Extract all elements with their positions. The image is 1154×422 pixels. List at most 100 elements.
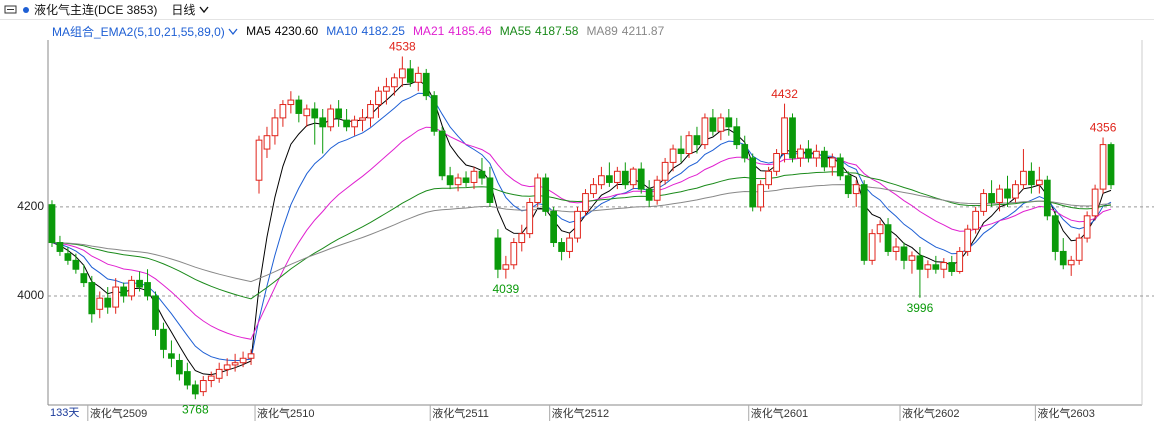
legend-value: 4211.87	[621, 24, 665, 38]
candle-body	[1028, 170, 1035, 186]
candle-body	[558, 242, 565, 252]
candle-body	[48, 204, 56, 244]
candle-body	[773, 153, 780, 172]
x-tick-label: 液化气2601	[751, 406, 808, 420]
candle-body	[860, 184, 868, 261]
candle-body	[884, 224, 892, 252]
candle-body	[1020, 170, 1027, 186]
candle-body	[168, 353, 175, 359]
candles	[48, 56, 1115, 400]
candle-body	[876, 224, 884, 235]
x-tick-label: 液化气2603	[1037, 406, 1094, 420]
candle-body	[96, 297, 104, 310]
candle-body	[422, 72, 430, 97]
candle-body	[661, 161, 669, 181]
candle-body	[757, 184, 765, 208]
candle-body	[438, 130, 446, 177]
low-label: 3996	[907, 301, 934, 315]
candle-body	[104, 297, 112, 308]
candle-body	[932, 264, 940, 270]
candle-body	[239, 357, 247, 364]
legend-name: MA21	[412, 24, 445, 38]
legend-entry: MA10 4182.25	[326, 24, 405, 38]
indicator-text: MA组合_EMA2(5,10,21,55,89,0)	[52, 24, 225, 39]
candle-body	[223, 364, 231, 370]
candle-body	[709, 117, 717, 132]
candle-body	[494, 237, 502, 270]
candle-body	[1035, 179, 1043, 186]
candle-body	[852, 184, 860, 195]
candle-body	[725, 117, 733, 128]
ema-line	[51, 92, 1112, 362]
candle-body	[1067, 259, 1075, 266]
candle-body	[311, 108, 319, 119]
candle-body	[972, 210, 980, 230]
candle-body	[80, 273, 88, 284]
high-label: 4356	[1090, 121, 1117, 135]
x-tick-label: 液化气2511	[432, 406, 489, 420]
candle-body	[1075, 237, 1083, 261]
x-tick-label: 液化气2512	[552, 406, 609, 420]
candle-body	[430, 95, 438, 132]
period-select[interactable]: 日线	[171, 3, 196, 17]
x-tick-label: 液化气2510	[257, 406, 314, 420]
candle-body	[1004, 188, 1011, 199]
candle-body	[900, 246, 908, 261]
candle-body	[414, 72, 422, 83]
ema-line	[51, 171, 1112, 300]
candle-body	[383, 86, 390, 92]
candle-body	[375, 90, 382, 106]
legend-entry: MA21 4185.46	[413, 24, 492, 38]
candle-body	[892, 246, 900, 252]
candle-body	[88, 282, 96, 315]
candle-body	[176, 359, 183, 375]
candle-body	[789, 117, 796, 159]
candle-body	[805, 148, 812, 159]
candle-body	[271, 117, 279, 137]
candle-body	[908, 255, 916, 261]
period-chevron[interactable]	[199, 6, 209, 14]
candle-body	[844, 175, 852, 195]
candle-body	[391, 77, 398, 88]
candle-body	[263, 135, 271, 150]
candle-body	[64, 253, 72, 261]
candle-body	[502, 264, 510, 270]
candle-body	[542, 177, 550, 212]
candle-body	[207, 375, 215, 382]
candle-body	[128, 279, 135, 297]
candle-body	[582, 193, 589, 212]
ema-lines	[51, 79, 1112, 376]
candle-body	[56, 242, 64, 252]
candle-body	[916, 255, 924, 270]
legend-name: MA55	[499, 24, 532, 38]
candle-body	[231, 362, 239, 366]
candle-body	[1059, 250, 1067, 266]
legend-value: 4187.58	[535, 24, 579, 38]
candle-body	[590, 184, 597, 195]
indicator-name[interactable]: MA组合_EMA2(5,10,21,55,89,0)	[52, 23, 238, 40]
candle-body	[613, 170, 621, 183]
header-bar: 液化气主连(DCE 3853) 日线	[0, 0, 1154, 20]
legend-entry: MA5 4230.60	[246, 24, 318, 38]
candle-body	[685, 135, 693, 155]
candle-body	[924, 264, 932, 270]
candle-body	[279, 104, 287, 119]
legend-value: 4185.46	[448, 24, 492, 38]
candle-body	[733, 126, 741, 146]
collapse-icon[interactable]	[4, 5, 18, 15]
candle-body	[112, 286, 120, 308]
candle-body	[693, 135, 701, 146]
candle-body	[510, 242, 518, 266]
candle-body	[486, 177, 494, 203]
candle-body	[1043, 179, 1051, 217]
candle-body	[996, 188, 1003, 203]
candle-body	[136, 279, 143, 288]
candle-body	[160, 328, 167, 350]
ema-line	[51, 126, 1112, 340]
x-tick-label: 液化气2509	[90, 406, 147, 420]
indicator-chevron[interactable]	[228, 28, 238, 36]
candle-body	[478, 170, 486, 179]
candle-body	[836, 157, 844, 177]
candle-body	[653, 179, 661, 201]
